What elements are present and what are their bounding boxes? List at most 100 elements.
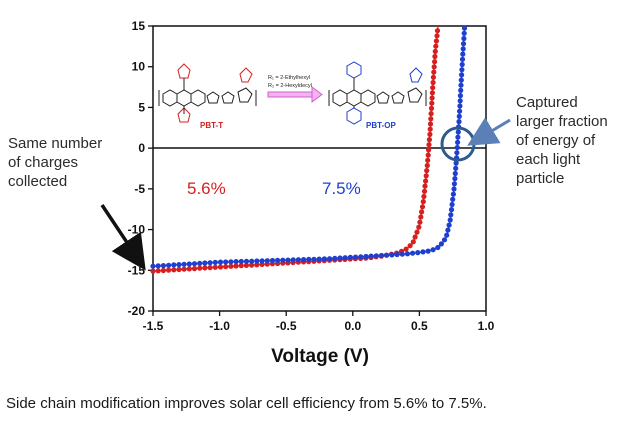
series-point-pbt-op [455, 134, 461, 140]
series-point-pbt-t [423, 173, 429, 179]
series-point-pbt-t [420, 199, 426, 205]
figure-caption: Side chain modification improves solar c… [6, 395, 487, 412]
series-point-pbt-op [425, 248, 431, 254]
series-point-pbt-t [155, 268, 161, 274]
series-point-pbt-t [434, 28, 441, 34]
series-point-pbt-op [342, 255, 348, 261]
series-point-pbt-op [332, 255, 338, 261]
series-point-pbt-t [186, 266, 192, 272]
series-point-pbt-t [427, 131, 433, 137]
r2-definition: R₂ = 2-Hexyldecyl [268, 83, 312, 89]
series-point-pbt-t [407, 243, 413, 249]
series-point-pbt-op [306, 256, 312, 262]
annotation-left-line-1: Same number [8, 135, 103, 152]
y-tick-label: 10 [132, 60, 146, 74]
y-tick-label: 0 [138, 141, 145, 155]
series-point-pbt-op [290, 257, 296, 263]
series-point-pbt-op [275, 257, 281, 263]
y-tick-label: -5 [134, 182, 145, 196]
series-point-pbt-t [428, 111, 434, 117]
series-point-pbt-op [150, 263, 156, 269]
series-point-pbt-t [428, 105, 435, 111]
series-point-pbt-op [447, 217, 453, 223]
annotation-right-line-4: each light [516, 151, 581, 168]
annotation-right: Captured larger fraction of energy of ea… [516, 93, 608, 188]
series-point-pbt-op [457, 98, 463, 104]
series-point-pbt-op [363, 253, 369, 260]
series-point-pbt-op [451, 181, 457, 187]
series-point-pbt-op [457, 108, 463, 114]
series-point-pbt-op [441, 237, 448, 243]
series-point-pbt-op [280, 257, 286, 263]
r1-definition: R₁ = 2-Ethylhexyl [268, 75, 310, 81]
series-point-pbt-op [243, 258, 250, 264]
conversion-arrow-head [311, 86, 323, 103]
series-point-pbt-op [212, 259, 218, 265]
efficiency-label-blue: 7.5% [322, 179, 361, 198]
series-point-pbt-op [311, 256, 317, 262]
series-point-pbt-t [217, 264, 224, 270]
series-point-pbt-op [448, 212, 454, 218]
series-point-pbt-op [197, 260, 203, 266]
series-point-pbt-op [448, 207, 455, 213]
series-point-pbt-op [458, 82, 464, 88]
series-point-pbt-t [430, 85, 436, 91]
series-point-pbt-t [430, 79, 436, 86]
series-point-pbt-op [454, 150, 460, 156]
series-point-pbt-op [264, 258, 270, 264]
efficiency-label-red: 5.6% [187, 179, 226, 198]
series-point-pbt-op [301, 257, 307, 263]
series-point-pbt-t [421, 188, 428, 194]
series-point-pbt-op [285, 257, 291, 263]
series-point-pbt-t [191, 266, 198, 272]
annotation-left-line-3: collected [8, 173, 68, 190]
x-tick-label: 0.0 [344, 319, 361, 333]
series-point-pbt-t [432, 59, 438, 65]
series-point-pbt-op [166, 262, 172, 268]
series-point-pbt-op [458, 77, 464, 83]
series-point-pbt-op [337, 255, 343, 261]
series-point-pbt-t [243, 262, 249, 268]
series-point-pbt-t [166, 267, 172, 273]
x-tick-label: 0.5 [411, 319, 428, 333]
x-axis-ticks: -1.5 -1.0 -0.5 0.0 0.5 1.0 [143, 311, 495, 333]
series-point-pbt-op [445, 227, 451, 233]
series-point-pbt-t [233, 263, 239, 269]
y-tick-label: 15 [132, 19, 146, 33]
series-point-pbt-op [176, 262, 182, 268]
annotation-right-line-3: of energy of [516, 132, 596, 149]
x-tick-label: -0.5 [276, 319, 297, 333]
series-point-pbt-op [456, 119, 462, 125]
series-layer [150, 25, 468, 274]
series-point-pbt-t [410, 239, 416, 245]
series-point-pbt-t [416, 224, 422, 230]
series-point-pbt-op [269, 257, 276, 264]
y-tick-label: -10 [128, 223, 146, 237]
series-point-pbt-t [427, 126, 433, 132]
series-point-pbt-op [457, 103, 463, 109]
series-point-pbt-op [373, 253, 379, 259]
series-point-pbt-t [429, 100, 435, 106]
series-point-pbt-op [461, 30, 467, 36]
series-point-pbt-op [460, 46, 466, 52]
series-point-pbt-op [450, 191, 456, 197]
series-point-pbt-t [428, 116, 434, 122]
series-point-pbt-op [457, 93, 463, 99]
series-point-pbt-op [399, 251, 405, 257]
series-point-pbt-op [259, 258, 265, 264]
series-point-pbt-t [418, 214, 424, 220]
series-point-pbt-op [459, 67, 465, 73]
series-point-pbt-t [412, 234, 418, 240]
x-tick-label: 1.0 [478, 319, 495, 333]
series-point-pbt-op [404, 251, 411, 257]
y-tick-label: 5 [138, 100, 145, 114]
series-point-pbt-op [446, 222, 452, 228]
series-point-pbt-op [460, 41, 467, 47]
series-point-pbt-op [461, 25, 468, 31]
series-point-pbt-op [228, 259, 234, 265]
series-point-pbt-op [347, 254, 353, 260]
series-point-pbt-t [228, 263, 234, 269]
series-point-pbt-t [425, 157, 431, 163]
series-point-pbt-t [171, 267, 177, 273]
